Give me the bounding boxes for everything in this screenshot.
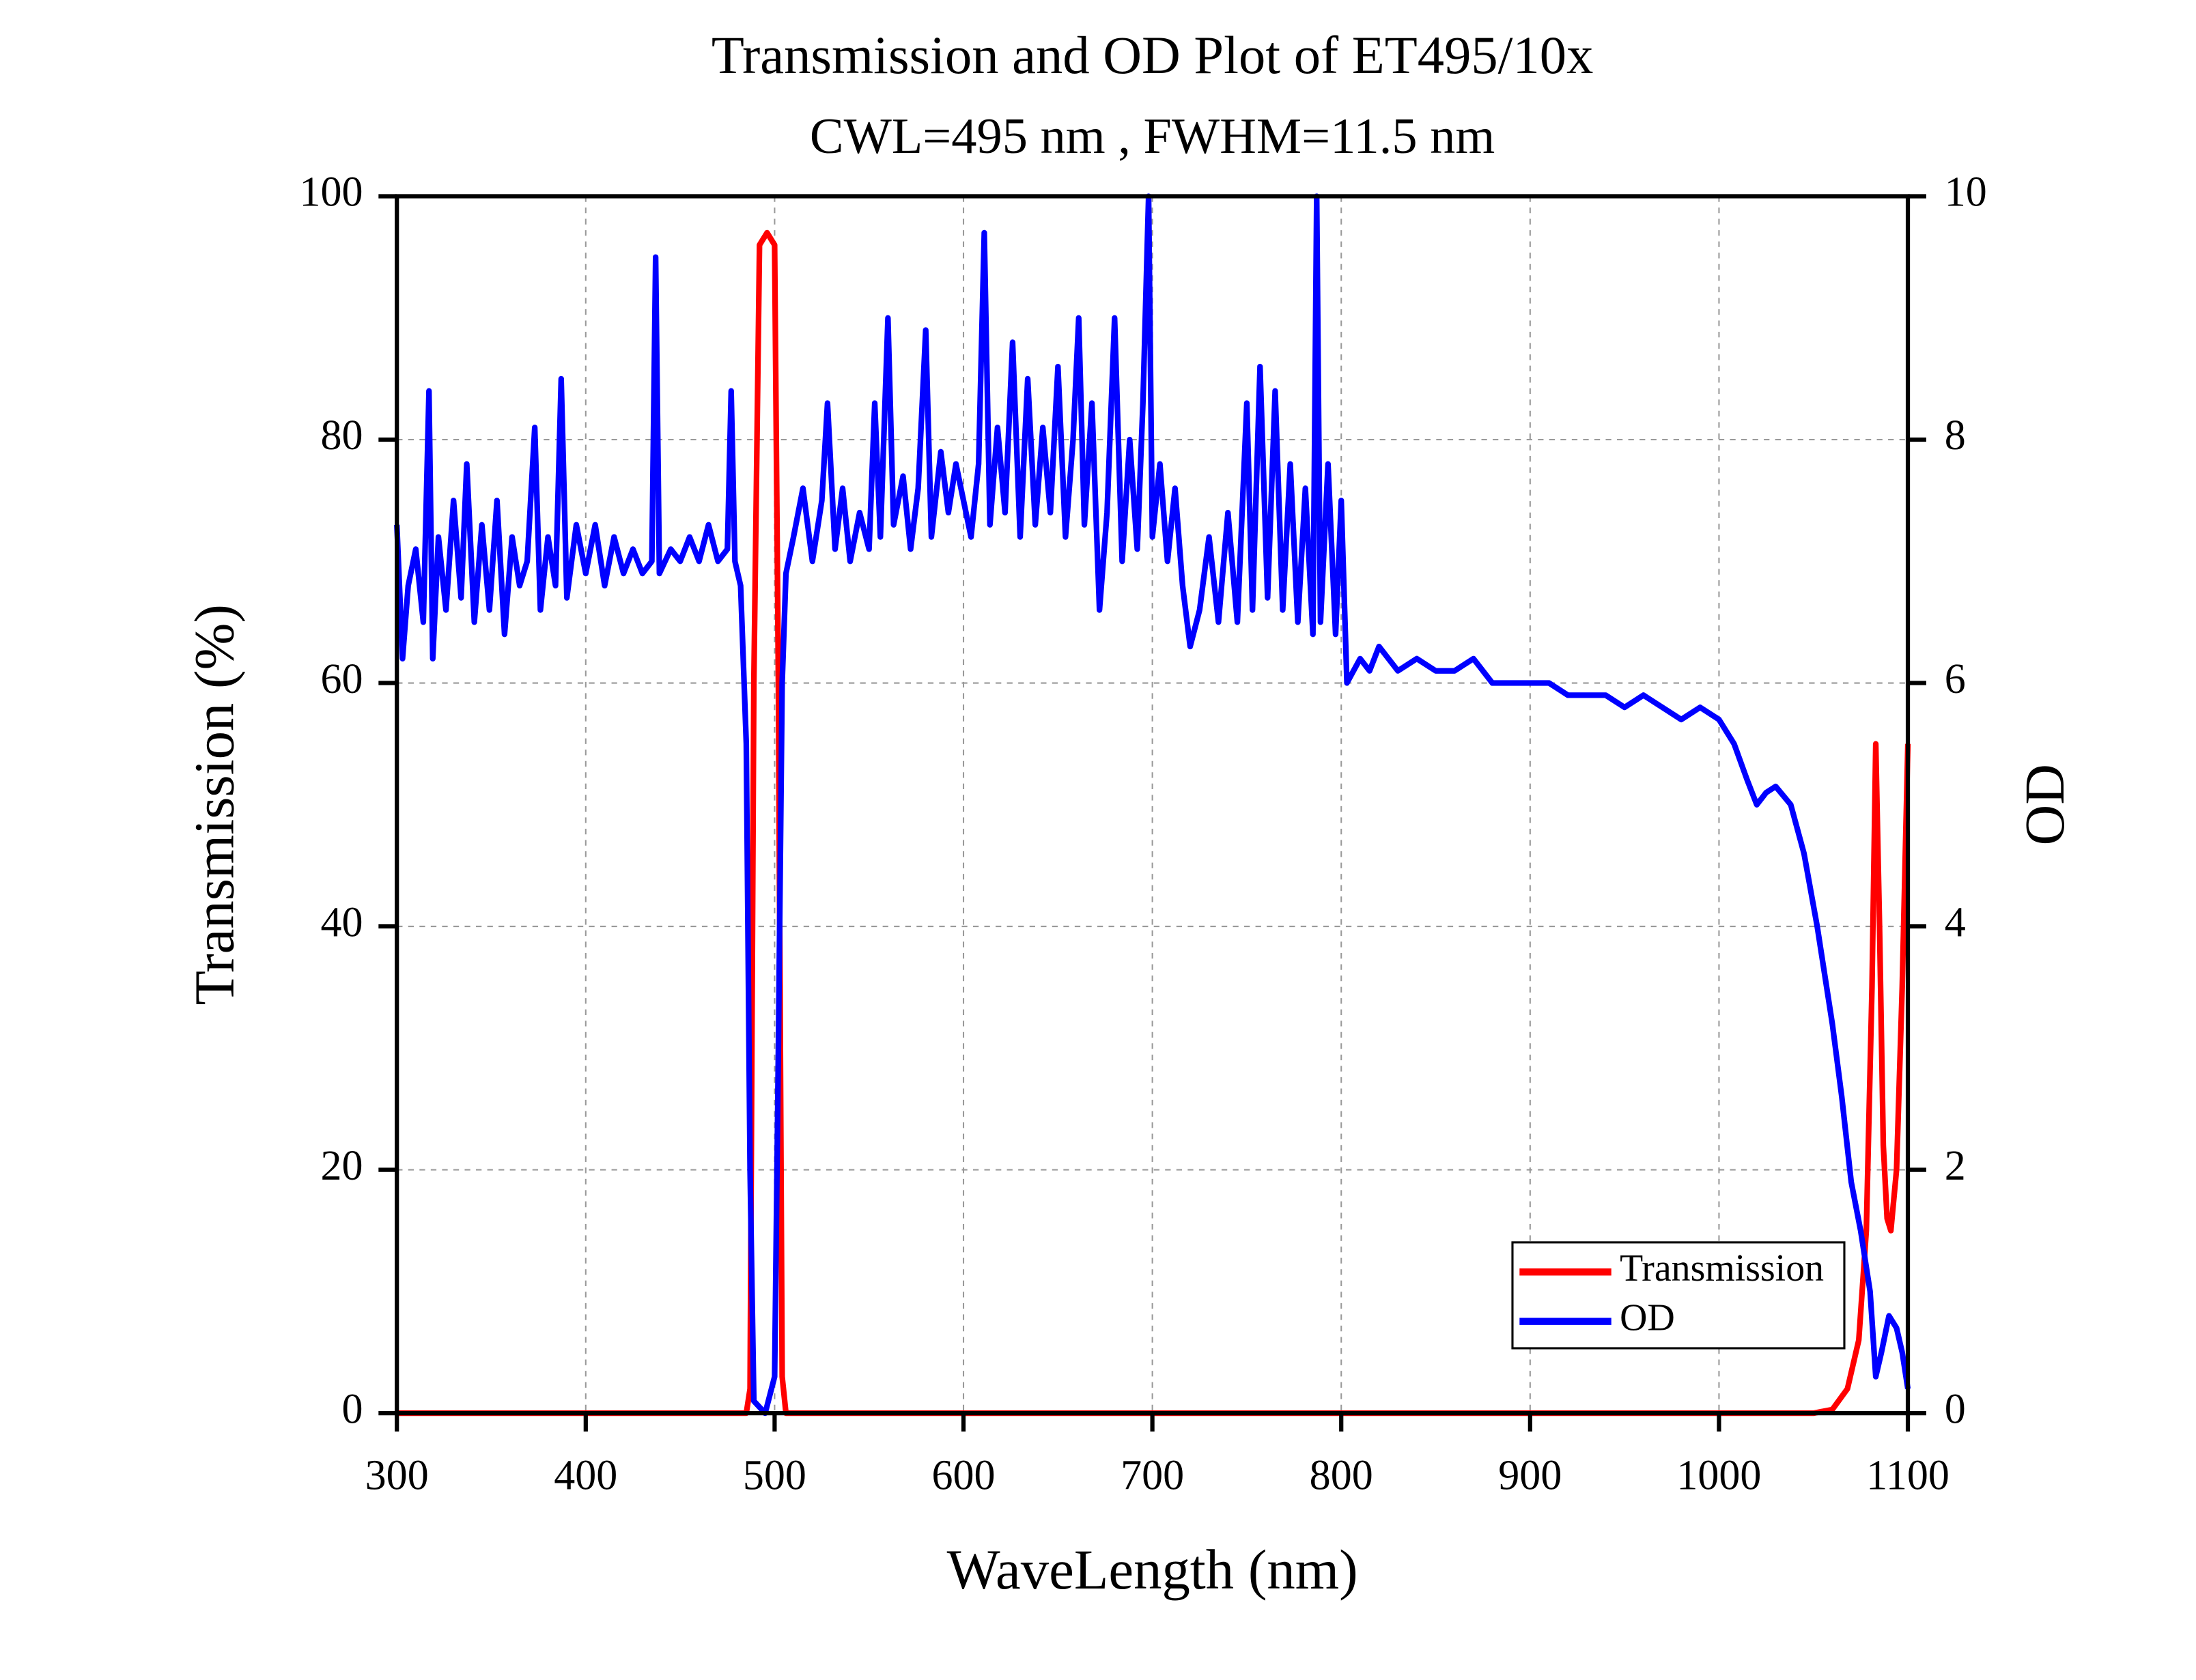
y-tick-label: 0: [342, 1386, 363, 1432]
legend-box: [1511, 1241, 1846, 1350]
x-tick-label: 900: [1498, 1453, 1562, 1499]
legend-label: Transmission: [1620, 1247, 1824, 1290]
y-tick-label: 80: [321, 412, 363, 459]
legend-label: OD: [1620, 1297, 1675, 1339]
x-tick-label: 500: [743, 1453, 806, 1499]
axes: 300 400 500 600 700 800 900 1000 110002040608010…: [300, 169, 1987, 1499]
y2-tick-label: 10: [1945, 169, 1987, 216]
y2-tick-label: 8: [1945, 412, 1966, 459]
y2-tick-label: 4: [1945, 899, 1966, 945]
y2-tick-label: 2: [1945, 1143, 1966, 1189]
x-tick-label: 400: [554, 1453, 617, 1499]
y2-tick-label: 0: [1945, 1386, 1966, 1432]
y-tick-label: 20: [321, 1143, 363, 1189]
chart-title: Transmission and OD Plot of ET495/10x: [712, 25, 1594, 85]
y-tick-label: 100: [300, 169, 363, 216]
y-tick-label: 40: [321, 899, 363, 945]
y-tick-label: 60: [321, 656, 363, 702]
legend: Transmission OD: [1511, 1241, 1846, 1350]
x-axis-label: WaveLength (nm): [947, 1538, 1358, 1601]
data-line: [394, 193, 1911, 1416]
x-tick-label: 700: [1121, 1453, 1184, 1499]
y2-axis-label: OD: [2013, 764, 2076, 845]
y-axis-label: Transmission (%): [183, 604, 246, 1006]
chart-subtitle: CWL=495 nm , FWHM=11.5 nm: [810, 109, 1495, 165]
x-tick-label: 600: [931, 1453, 995, 1499]
x-tick-label: 300: [365, 1453, 429, 1499]
y2-tick-label: 6: [1945, 656, 1966, 702]
x-tick-label: 1000: [1676, 1453, 1761, 1499]
x-tick-label: 800: [1310, 1453, 1373, 1499]
x-tick-label: 1100: [1866, 1453, 1949, 1499]
